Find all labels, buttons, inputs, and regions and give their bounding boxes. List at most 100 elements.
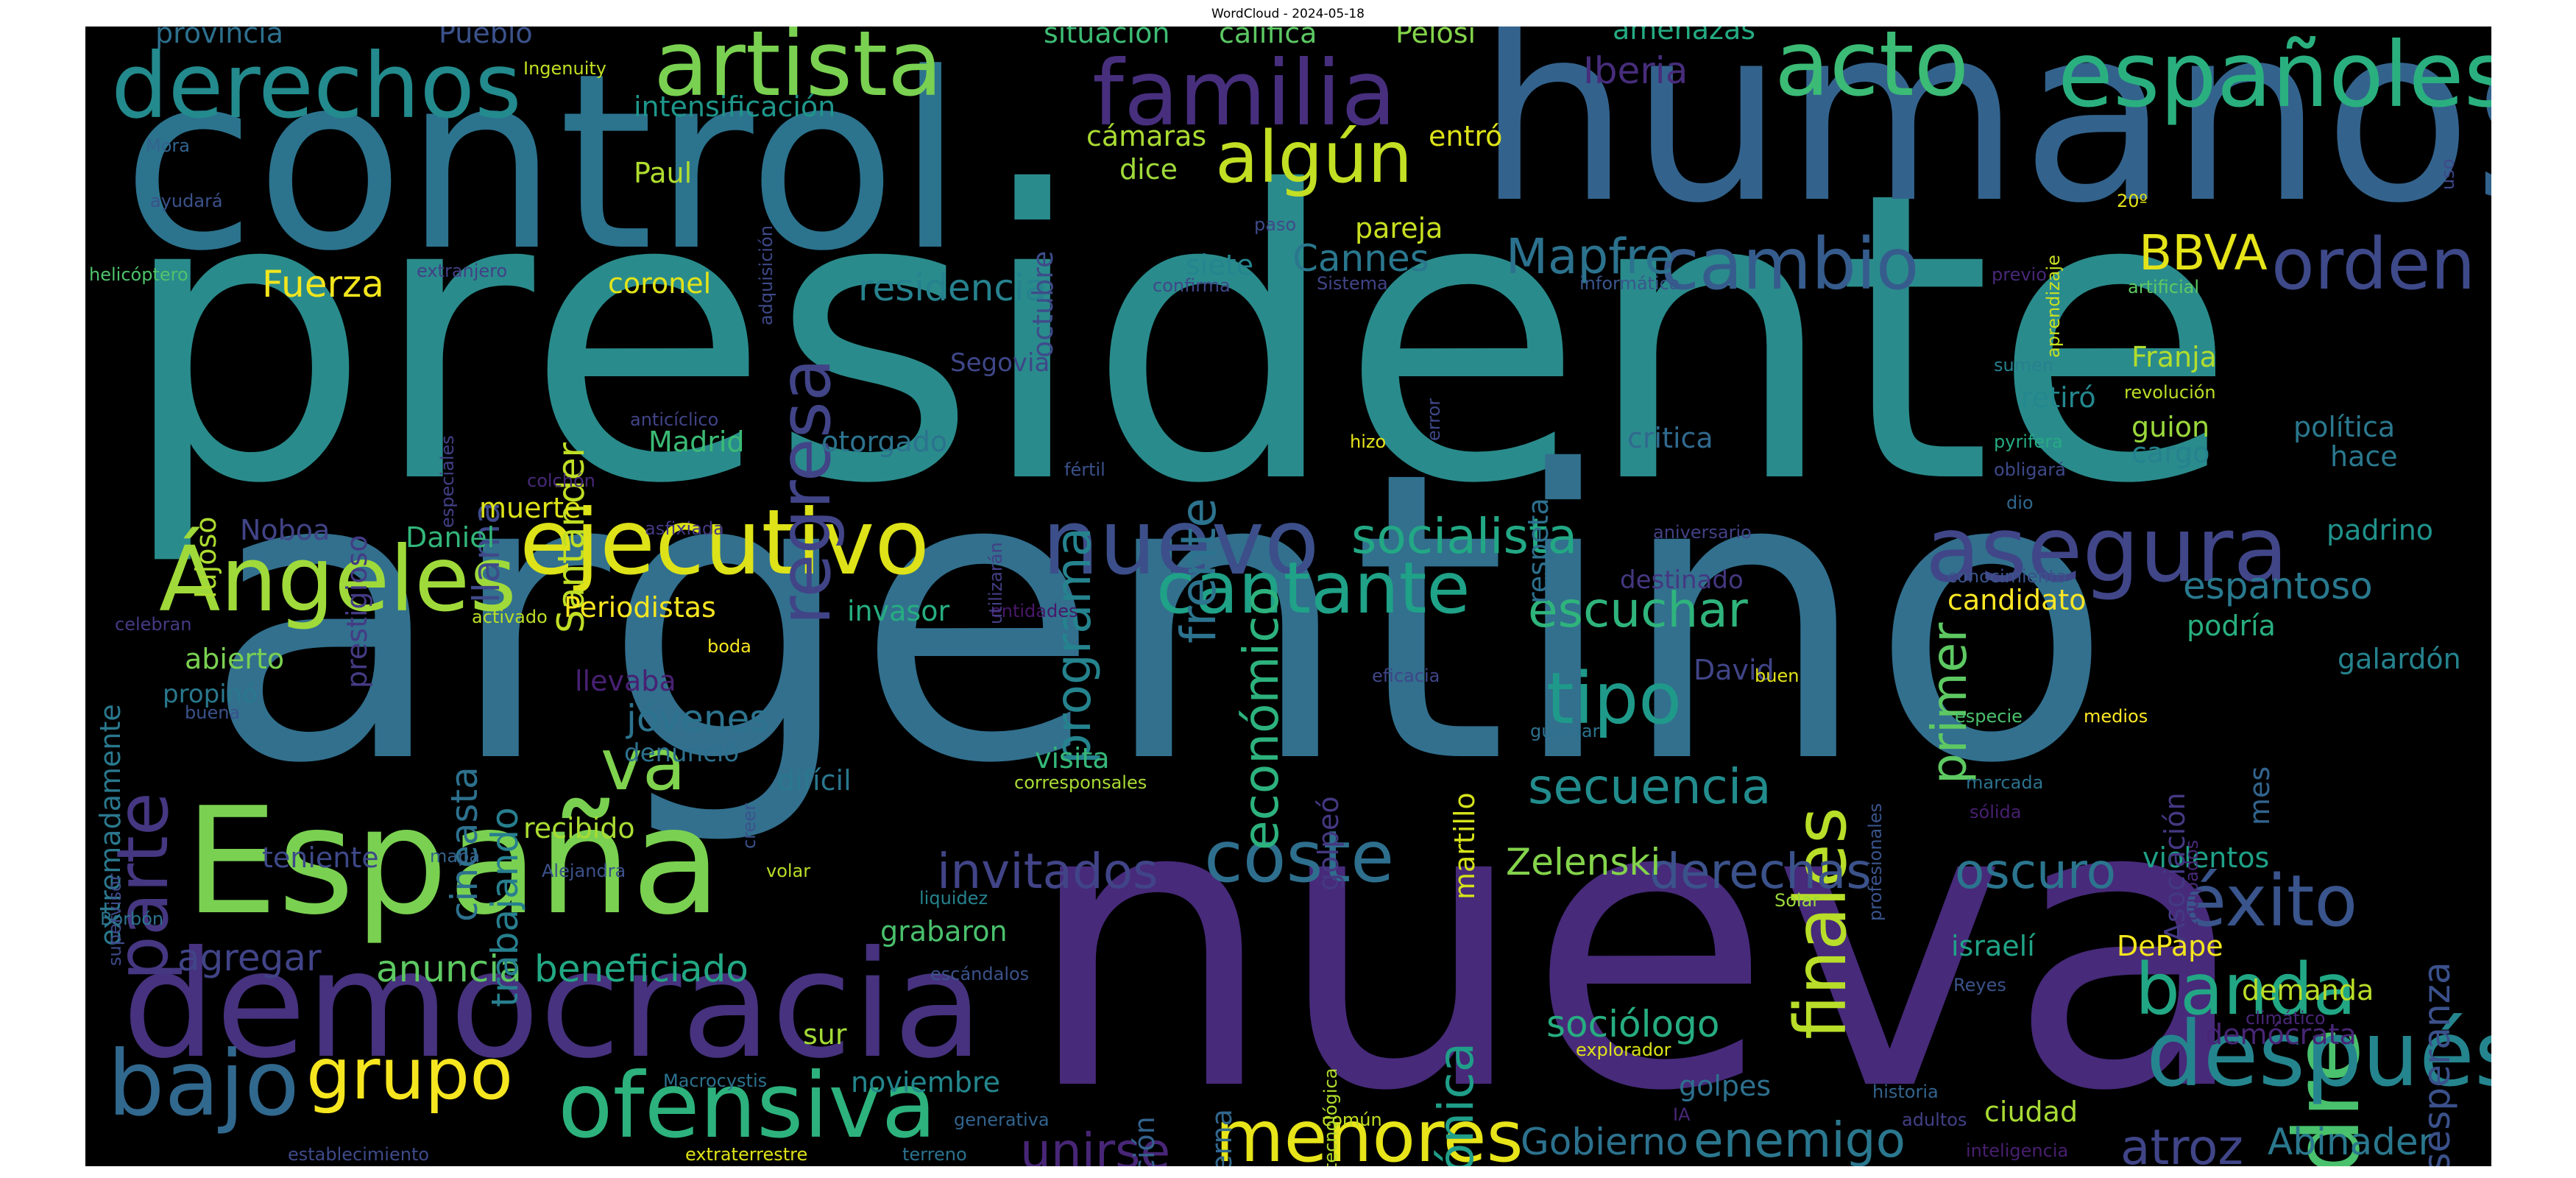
word-cloud-word: artista (654, 27, 943, 116)
word-cloud-word: jóvenes (626, 697, 769, 740)
word-cloud-word: política (2293, 411, 2396, 443)
word-cloud-word: error (1423, 398, 1444, 441)
word-cloud-word: aprendizaje (2043, 255, 2064, 358)
page-title: WordCloud - 2024-05-18 (1211, 7, 1365, 21)
word-cloud-word: Abinader (2268, 1121, 2434, 1163)
word-cloud-word: Solar (1774, 890, 1820, 911)
word-cloud-word: noviembre (851, 1066, 1001, 1098)
word-cloud-word: equipados (2182, 839, 2202, 931)
word-cloud-word: menores (1215, 1096, 1524, 1166)
word-cloud-word: desesperanza (2416, 962, 2458, 1166)
word-cloud-word: tipo (1546, 657, 1682, 740)
word-cloud-word: frente (1170, 498, 1227, 643)
word-cloud-word: Pueblo (439, 27, 533, 49)
word-cloud-word: golpes (1679, 1070, 1772, 1102)
word-cloud-word: climático (2246, 1008, 2326, 1029)
word-cloud-word: historia (1872, 1082, 1939, 1102)
word-cloud-word: ejecutivo (520, 490, 930, 595)
word-cloud-word: siete (1186, 249, 1254, 281)
word-cloud-word: colchón (527, 470, 595, 491)
word-cloud-word: especie (1955, 706, 2023, 727)
word-cloud-word: Alejandra (542, 861, 626, 881)
word-cloud-word: sumen (1994, 355, 2054, 375)
word-cloud-word: anticíclico (630, 409, 719, 430)
word-cloud-word: enemigo (1694, 1112, 1906, 1166)
word-cloud-word: critica (1627, 422, 1713, 454)
word-cloud-word: israelí (1951, 930, 2035, 962)
word-cloud-word: podría (2187, 610, 2276, 642)
word-cloud-word: demanda (2242, 974, 2374, 1006)
word-cloud-word: Cannes (1292, 237, 1429, 280)
word-cloud-word: extraterrestre (685, 1144, 808, 1165)
word-cloud-word: Macrocystis (663, 1071, 768, 1091)
word-cloud-word: primer (1921, 622, 1978, 784)
word-cloud-word: conocimiento (1947, 566, 2067, 587)
word-cloud-word: ofensiva (558, 1054, 937, 1158)
word-cloud-word: uso (2438, 158, 2458, 190)
word-cloud-word: corresponsales (1014, 772, 1147, 793)
word-cloud-word: muerte (479, 492, 581, 524)
word-cloud-word: entidades (991, 601, 1078, 621)
word-cloud-word: Segovia (950, 348, 1050, 378)
word-cloud-word: Borbón (100, 909, 164, 929)
word-cloud-word: agregar (177, 937, 322, 979)
word-cloud-word: califica (1219, 27, 1317, 49)
word-cloud-word: activado (472, 607, 548, 627)
word-cloud-word: cámaras (1086, 120, 1207, 152)
word-cloud-word: dio (2006, 493, 2034, 513)
word-cloud-word: entró (1429, 120, 1503, 152)
word-cloud-word: revolución (2124, 382, 2216, 403)
word-cloud-word: excepción (1128, 1116, 1161, 1166)
word-cloud-word: teniente (262, 842, 379, 874)
word-cloud-word: socialista (1351, 508, 1578, 565)
word-cloud-word: unirse (1020, 1123, 1171, 1167)
word-cloud-word: éxito (2183, 860, 2358, 942)
word-cloud-word: coste (1204, 816, 1395, 898)
word-cloud-word: ciudad (1984, 1096, 2078, 1128)
word-cloud-word: situación (1044, 27, 1170, 49)
word-cloud-word: Franja (2131, 341, 2217, 373)
word-cloud-word: celebran (115, 614, 192, 635)
word-cloud-word: dice (1119, 153, 1178, 186)
word-cloud-word: golpeó (1312, 796, 1345, 891)
word-cloud-word: Pelosi (1395, 27, 1476, 49)
word-cloud-word: nueva (1024, 716, 2251, 1166)
word-cloud-word: Ángeles (159, 527, 517, 632)
word-cloud-word: va (601, 724, 686, 806)
word-cloud-word: pyrifera (1994, 431, 2063, 452)
word-cloud-word: cantante (1156, 547, 1471, 629)
word-cloud-word: boda (707, 636, 751, 657)
word-cloud-word: supervisor (105, 873, 125, 966)
word-cloud-word: profesionales (1865, 803, 1886, 921)
word-cloud-word: Fuerza (262, 263, 384, 306)
word-cloud-word: bajo (107, 1031, 300, 1136)
word-cloud-word: liquidez (919, 888, 988, 909)
word-cloud-word: Sistema (1317, 273, 1388, 294)
word-cloud-word: hace (2330, 440, 2398, 473)
word-cloud-word: aniversario (1653, 522, 1752, 543)
word-cloud-word: económico (1233, 586, 1289, 850)
word-cloud-word: asfixiada (645, 518, 724, 539)
word-cloud-word: provincia (155, 27, 284, 49)
word-cloud-word: guion (2131, 411, 2210, 443)
word-cloud-word: trabajando (484, 807, 526, 1007)
word-cloud-word: residencia (858, 267, 1047, 309)
word-cloud-word: violentos (2142, 842, 2270, 874)
word-cloud-word: escuchar (1528, 582, 1748, 638)
word-cloud-word: ayudará (150, 191, 223, 211)
word-cloud-word: mapa (430, 846, 481, 867)
word-cloud-word: escándalos (930, 964, 1030, 984)
word-cloud-word: volar (766, 861, 811, 881)
word-cloud-word: sólida (1970, 802, 2022, 822)
word-cloud-word: padrino (2326, 514, 2434, 546)
word-cloud-word: Zelenski (1506, 841, 1661, 884)
word-cloud-word: establecimiento (288, 1144, 430, 1165)
word-cloud-word: argentino (203, 388, 2114, 850)
word-cloud-word: denunció (624, 738, 740, 768)
word-cloud-word: familia (1092, 41, 1397, 146)
word-cloud-word: informática (1579, 273, 1680, 294)
word-cloud-word: obligará (1994, 459, 2066, 480)
word-cloud-word: Telefónica (1428, 1042, 1485, 1166)
word-cloud-word: común (1322, 1110, 1382, 1130)
word-cloud-word: España (185, 776, 722, 948)
